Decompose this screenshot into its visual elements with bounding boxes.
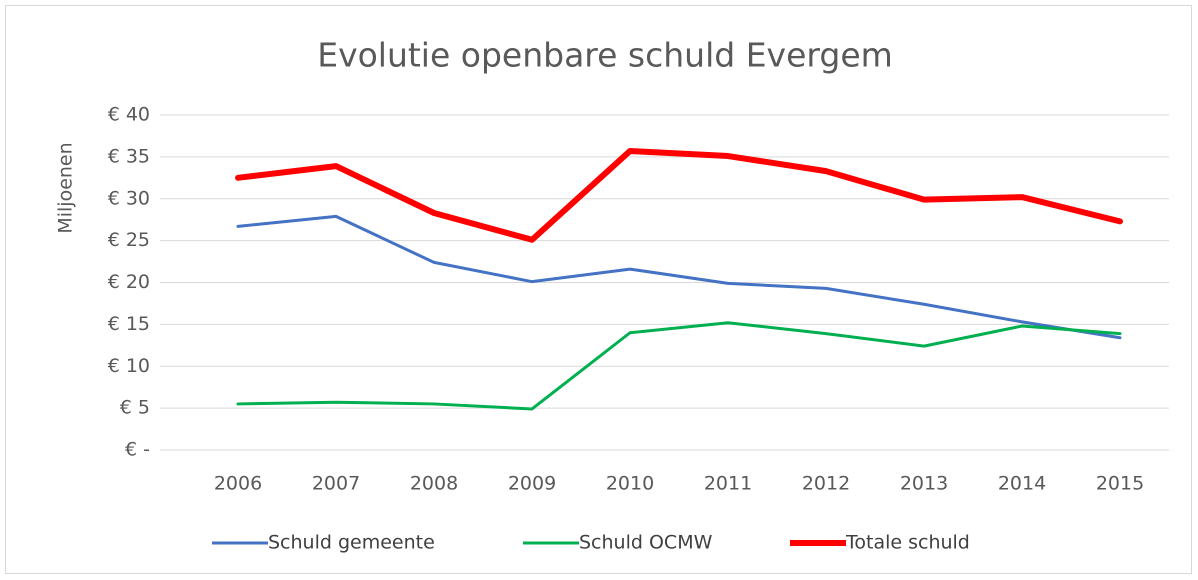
- y-tick-label: € 5: [120, 397, 150, 419]
- series-line: [235, 148, 1123, 243]
- x-tick-label: 2007: [312, 473, 360, 495]
- series-line: [236, 321, 1122, 411]
- x-tick-label: 2014: [998, 473, 1046, 495]
- x-tick-label: 2008: [410, 473, 458, 495]
- legend-label: Schuld OCMW: [579, 532, 713, 554]
- x-tick-label: 2006: [214, 473, 262, 495]
- y-tick-label: € 20: [108, 271, 150, 293]
- x-tick-label: 2009: [508, 473, 556, 495]
- y-tick-label: € 35: [108, 145, 150, 167]
- y-tick-label: € 15: [108, 313, 150, 335]
- y-tick-label: € 25: [108, 229, 150, 251]
- x-tick-label: 2010: [606, 473, 654, 495]
- x-tick-label: 2013: [900, 473, 948, 495]
- x-tick-label: 2011: [704, 473, 752, 495]
- y-axis-label: Miljoenen: [55, 142, 77, 233]
- y-tick-label: € 10: [108, 355, 150, 377]
- legend-label: Totale schuld: [845, 532, 970, 554]
- x-tick-label: 2012: [802, 473, 850, 495]
- chart-title: Evolutie openbare schuld Evergem: [317, 36, 893, 75]
- y-tick-label: € -: [125, 439, 150, 461]
- x-tick-label: 2015: [1096, 473, 1144, 495]
- legend-label: Schuld gemeente: [268, 532, 435, 554]
- y-tick-label: € 40: [108, 104, 150, 126]
- series-line: [236, 214, 1122, 340]
- y-tick-label: € 30: [108, 187, 150, 209]
- chart-border: [5, 5, 1192, 574]
